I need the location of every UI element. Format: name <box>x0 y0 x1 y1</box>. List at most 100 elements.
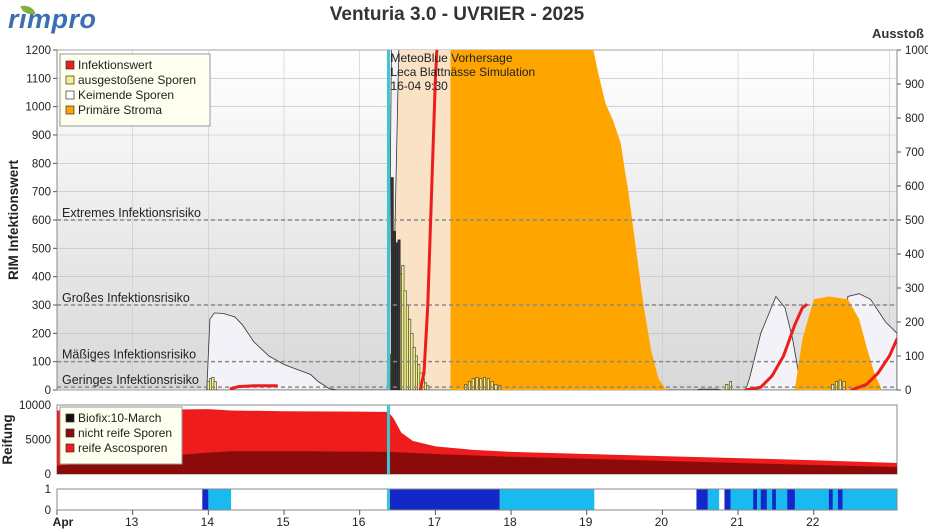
x-tick-label: 17 <box>428 515 442 529</box>
infection-value-line <box>418 50 439 390</box>
y2-tick-label: 800 <box>905 113 924 125</box>
ejected-spore-bar <box>834 381 838 390</box>
wetness-dark-period <box>787 489 795 510</box>
wetness-dark-period <box>837 489 843 510</box>
ejected-spore-bar <box>483 376 487 390</box>
y2-tick-label: 100 <box>905 351 924 363</box>
ejected-spore-bar <box>471 378 475 390</box>
wetness-dark-period <box>772 489 776 510</box>
y2-tick-label: 300 <box>905 283 924 295</box>
risk-label: Mäßiges Infektionsrisiko <box>62 348 196 362</box>
y2-tick-label: 400 <box>905 249 924 261</box>
wetness-y-tick-label: 0 <box>45 505 51 517</box>
immature-spores-area <box>57 451 897 474</box>
y2-tick-label: 600 <box>905 181 924 193</box>
maturation-series-group <box>57 409 897 474</box>
rimpro-logo: rimpro <box>8 2 97 35</box>
wetness-light-period <box>707 489 720 510</box>
ejected-spore-bar <box>486 378 490 390</box>
wetness-dark-period <box>760 489 767 510</box>
maturation-y-tick-label: 10000 <box>19 400 51 412</box>
legend-box <box>59 53 211 127</box>
x-tick-label: 18 <box>503 515 517 529</box>
y-tick-label: 800 <box>32 158 51 170</box>
wetness-y-tick-label: 1 <box>45 484 51 496</box>
risk-label: Extremes Infektionsrisiko <box>62 206 201 220</box>
wetness-dark-period <box>724 489 731 510</box>
wetness-dark-period <box>202 489 209 510</box>
y-tick-label: 0 <box>45 385 51 397</box>
y-tick-label: 200 <box>32 328 51 340</box>
legend-label: nicht reife Sporen <box>78 426 172 440</box>
y2-tick-label: 1000 <box>905 45 928 57</box>
legend-label: Primäre Stroma <box>78 103 162 117</box>
maturation-legend <box>59 406 183 465</box>
main-series-group <box>57 50 897 390</box>
wetness-dark-period <box>828 489 833 510</box>
wetness-strip-border <box>56 488 898 511</box>
legend-label: Keimende Sporen <box>78 88 174 102</box>
y-tick-label: 600 <box>32 215 51 227</box>
main-legend <box>59 53 211 127</box>
forecast-note: MeteoBlue Vorhersage <box>390 51 512 65</box>
legend-swatch <box>65 60 75 70</box>
legend-label: Biofix:10-March <box>78 411 161 425</box>
infection-value-line <box>850 337 897 390</box>
risk-label: Geringes Infektionsrisiko <box>62 373 199 387</box>
x-tick-label: 19 <box>579 515 593 529</box>
forecast-note: Leca Blattnässe Simulation <box>390 65 535 79</box>
legend-swatch <box>65 443 75 453</box>
x-tick-label: 15 <box>276 515 290 529</box>
y-tick-label: 900 <box>32 130 51 142</box>
y-tick-label: 400 <box>32 272 51 284</box>
wetness-light-period <box>499 489 595 510</box>
y2-tick-label: 200 <box>905 317 924 329</box>
ejected-spore-spike <box>397 239 401 390</box>
legend-label: reife Ascosporen <box>78 441 167 455</box>
legend-swatch <box>65 428 75 438</box>
x-tick-label: 20 <box>655 515 669 529</box>
y-tick-label: 700 <box>32 187 51 199</box>
x-tick-label: 21 <box>730 515 744 529</box>
forecast-note: 16-04 9:30 <box>390 79 448 93</box>
ejected-spore-bar <box>490 381 494 390</box>
x-tick-label: 16 <box>352 515 366 529</box>
legend-swatch <box>65 105 75 115</box>
y2-tick-label: 0 <box>905 385 911 397</box>
maturation-y-label: Reifung <box>0 414 15 464</box>
maturation-y-tick-label: 5000 <box>25 435 51 447</box>
wetness-dark-period <box>388 489 500 510</box>
y-tick-label: 300 <box>32 300 51 312</box>
ejected-spore-bar <box>467 381 471 390</box>
y-tick-label: 100 <box>32 357 51 369</box>
infection-value-line <box>744 303 808 390</box>
ejected-spore-bar <box>729 381 733 390</box>
ejected-spore-bar <box>838 379 842 390</box>
x-tick-label: Apr <box>53 515 74 529</box>
legend-label: ausgestoßene Sporen <box>78 73 196 87</box>
y-axis-label: RIM Infektionswert <box>6 159 21 280</box>
ejected-spore-bar <box>475 376 479 390</box>
legend-label: Infektionswert <box>78 58 153 72</box>
ejected-spore-bar <box>213 381 217 390</box>
y-tick-label: 1000 <box>25 102 51 114</box>
ejected-spore-bar <box>494 384 498 390</box>
x-tick-label: 13 <box>125 515 139 529</box>
primary-stroma-area-2 <box>794 296 882 390</box>
y-tick-label: 1200 <box>25 45 51 57</box>
legend-swatch <box>65 413 75 423</box>
wetness-light-period <box>208 489 232 510</box>
legend-swatch <box>65 90 75 100</box>
ejected-spore-bar <box>831 384 835 390</box>
y2-tick-label: 900 <box>905 79 924 91</box>
x-tick-label: 14 <box>201 515 215 529</box>
wetness-dark-period <box>696 489 708 510</box>
y2-tick-label: 700 <box>905 147 924 159</box>
chart-title: Venturia 3.0 - UVRIER - 2025 <box>330 4 585 25</box>
wetness-dark-period <box>753 489 757 510</box>
y2-tick-label: 500 <box>905 215 924 227</box>
ejected-spore-bar <box>479 378 483 390</box>
infection-value-line <box>229 384 278 390</box>
y-tick-label: 1100 <box>26 73 51 85</box>
